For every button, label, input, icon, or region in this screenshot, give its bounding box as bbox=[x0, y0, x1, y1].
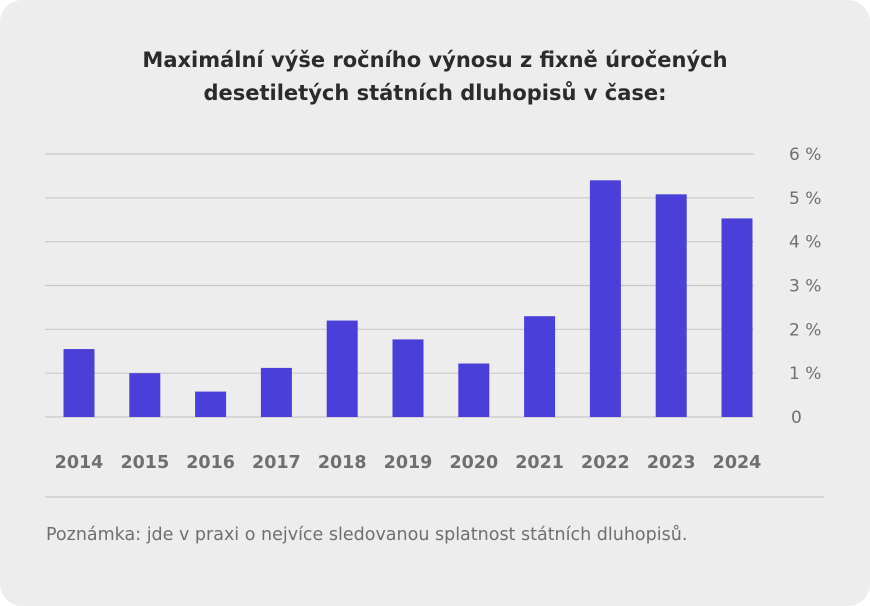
x-tick-label: 2024 bbox=[713, 453, 762, 473]
bar-2016 bbox=[195, 391, 227, 417]
bar-2024 bbox=[721, 218, 753, 417]
x-tick-label: 2014 bbox=[55, 453, 104, 473]
y-tick-label: 6 % bbox=[789, 145, 821, 165]
x-tick-label: 2018 bbox=[318, 453, 367, 473]
chart-title: Maximální výše ročního výnosu z fixně úr… bbox=[0, 44, 870, 110]
x-tick-label: 2016 bbox=[186, 453, 235, 473]
chart-title-line-2: desetiletých státních dluhopisů v čase: bbox=[203, 81, 667, 105]
x-tick-label: 2022 bbox=[581, 453, 630, 473]
bars bbox=[63, 180, 753, 417]
y-tick-label: 5 % bbox=[789, 189, 821, 209]
x-tick-label: 2020 bbox=[449, 453, 498, 473]
bar-2021 bbox=[524, 316, 556, 417]
y-tick-label: 4 % bbox=[789, 233, 821, 253]
bar-2018 bbox=[326, 320, 358, 417]
y-tick-label: 1 % bbox=[789, 364, 821, 384]
x-tick-label: 2015 bbox=[120, 453, 169, 473]
chart-title-line-1: Maximální výše ročního výnosu z fixně úr… bbox=[142, 48, 728, 72]
bar-2019 bbox=[392, 339, 424, 417]
bar-2023 bbox=[655, 194, 687, 417]
y-tick-label: 3 % bbox=[789, 277, 821, 297]
gridlines bbox=[45, 153, 754, 418]
bar-2020 bbox=[458, 363, 490, 417]
x-axis-ticks: 2014 2015 2016 2017 2018 2019 2020 2021 2022 2023… bbox=[55, 453, 762, 473]
bar-2015 bbox=[129, 373, 161, 417]
x-tick-label: 2019 bbox=[384, 453, 433, 473]
y-tick-label: 0 bbox=[791, 408, 802, 428]
bar-2017 bbox=[260, 367, 292, 417]
y-tick-label: 2 % bbox=[789, 320, 821, 340]
x-tick-label: 2021 bbox=[515, 453, 564, 473]
x-tick-label: 2017 bbox=[252, 453, 301, 473]
x-tick-label: 2023 bbox=[647, 453, 696, 473]
y-axis-ticks: 0 1 % 2 % 3 % 4 % 5 % 6 % bbox=[789, 145, 821, 428]
bar-2014 bbox=[63, 349, 95, 417]
footnote: Poznámka: jde v praxi o nejvíce sledovan… bbox=[46, 525, 688, 545]
bar-2022 bbox=[589, 180, 621, 417]
